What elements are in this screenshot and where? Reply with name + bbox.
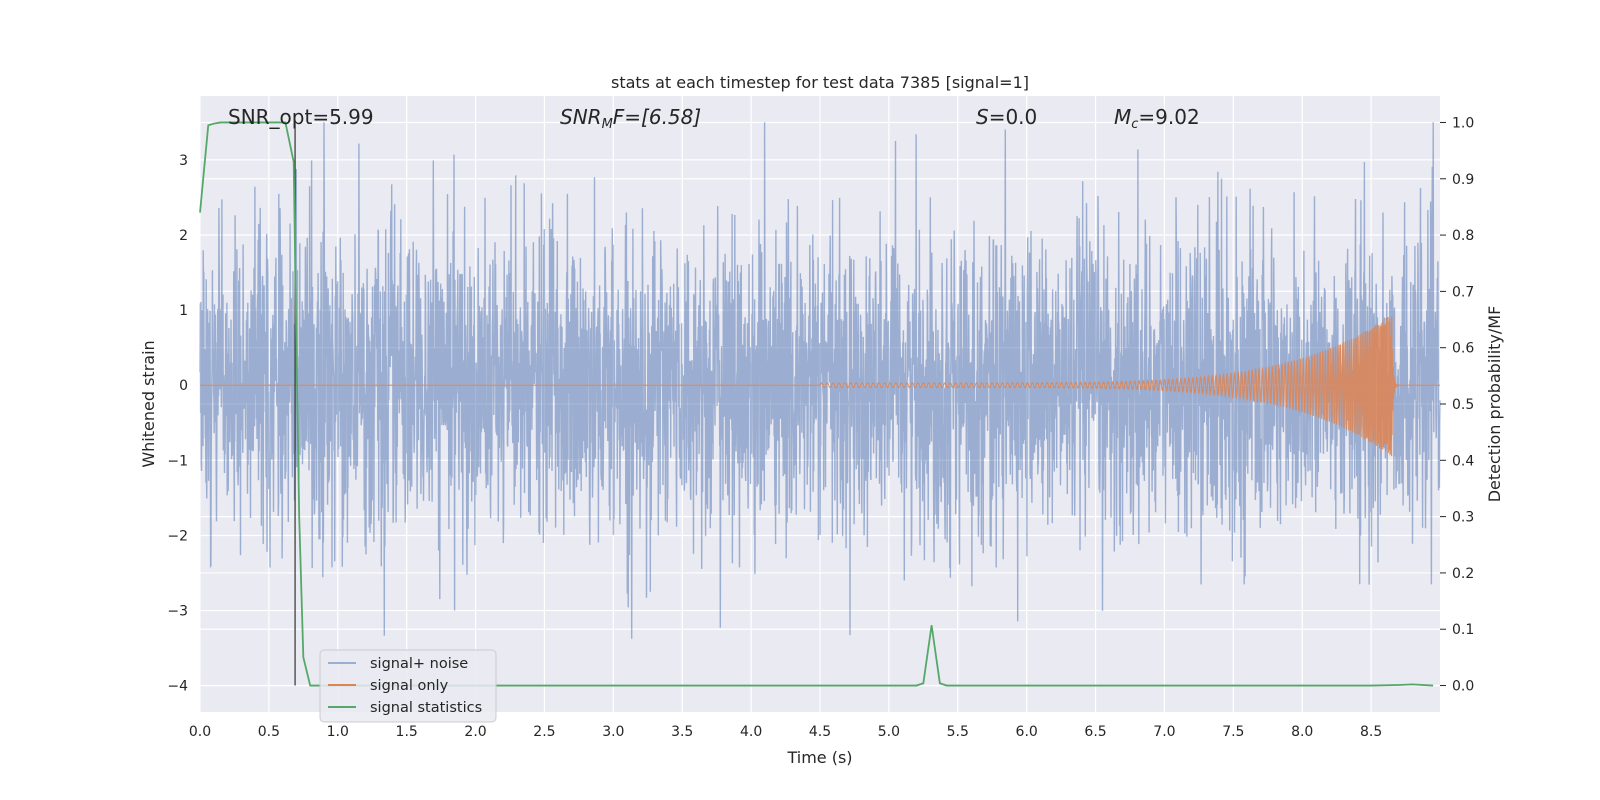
y-tick-label-left: −1	[167, 453, 188, 469]
x-tick-label: 7.5	[1222, 724, 1244, 740]
x-axis-label: Time (s)	[786, 748, 852, 767]
legend-label-signal-noise: signal+ noise	[370, 656, 468, 672]
x-tick-label: 6.0	[1016, 724, 1038, 740]
y-tick-label-right: 0.9	[1452, 172, 1474, 188]
y-tick-label-right: 0.6	[1452, 341, 1474, 357]
x-tick-label: 2.5	[533, 724, 555, 740]
y-tick-label-right: 0.7	[1452, 284, 1474, 300]
x-tick-label: 4.0	[740, 724, 762, 740]
x-tick-label: 8.5	[1360, 724, 1382, 740]
y-tick-label-right: 0.4	[1452, 453, 1474, 469]
x-tick-label: 4.5	[809, 724, 831, 740]
series-signal-only-line	[200, 316, 1440, 457]
y-tick-label-left: −4	[167, 679, 188, 695]
legend-box	[319, 649, 497, 723]
tick-layer: 0.0 0.5 1.0 1.5 2.0 2.5 3.0 3.5 4.0 4.5 5.0 5.5 6.0 6…	[167, 115, 1474, 740]
y-tick-label-left: −2	[167, 528, 188, 544]
annotation-snr-opt: SNR_opt=5.99	[228, 105, 374, 129]
x-tick-label: 0.5	[258, 724, 280, 740]
legend-label-signal-only: signal only	[370, 678, 449, 694]
y-tick-label-left: 3	[179, 153, 188, 169]
y-tick-label-right: 0.3	[1452, 510, 1474, 526]
y-tick-label-left: 1	[179, 303, 188, 319]
y-tick-label-left: −3	[167, 604, 188, 620]
y-tick-label-right: 1.0	[1452, 115, 1474, 131]
x-tick-label: 3.5	[671, 724, 693, 740]
x-tick-label: 2.0	[464, 724, 486, 740]
x-tick-label: 8.0	[1291, 724, 1313, 740]
x-tick-label: 5.5	[947, 724, 969, 740]
y-tick-label-right: 0.1	[1452, 622, 1474, 638]
chart-title: stats at each timestep for test data 738…	[611, 73, 1029, 92]
y-tick-label-right: 0.2	[1452, 566, 1474, 582]
annotation-mc: Mc=9.02	[1114, 105, 1200, 132]
y-tick-label-left: 2	[179, 228, 188, 244]
y-axis-label-left: Whitened strain	[139, 340, 158, 467]
y-tick-label-right: 0.0	[1452, 679, 1474, 695]
y-axis-label-right: Detection probability/MF	[1485, 306, 1504, 503]
x-tick-label: 1.5	[396, 724, 418, 740]
legend: signal+ noise signal only signal statist…	[319, 649, 497, 723]
x-tick-label: 0.0	[189, 724, 211, 740]
y-tick-label-right: 0.8	[1452, 228, 1474, 244]
legend-label-signal-statistics: signal statistics	[370, 700, 482, 716]
x-tick-label: 3.0	[602, 724, 624, 740]
annotation-s: S=0.0	[976, 105, 1037, 129]
series-signal-noise-line	[199, 122, 1441, 639]
y-tick-label-right: 0.5	[1452, 397, 1474, 413]
x-tick-label: 7.0	[1153, 724, 1175, 740]
annotation-snr-mf: SNRMF=[6.58]	[560, 105, 701, 132]
x-tick-label: 6.5	[1084, 724, 1106, 740]
y-tick-label-left: 0	[179, 378, 188, 394]
x-tick-label: 5.0	[878, 724, 900, 740]
x-tick-label: 1.0	[327, 724, 349, 740]
